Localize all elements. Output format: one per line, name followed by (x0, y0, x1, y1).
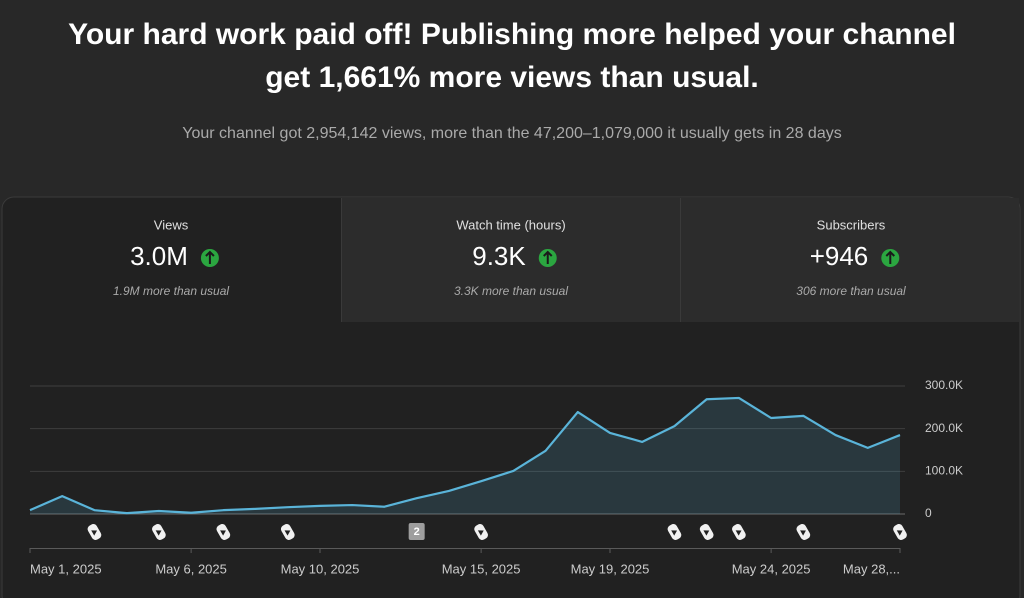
card-value: +946 (810, 241, 869, 271)
chart: 0 100.0K 200.0K 300.0K May 1, 2025 May 6, 202… (29, 378, 963, 576)
shorts-icon (152, 524, 166, 540)
shorts-icon (280, 524, 295, 540)
shorts-play (155, 530, 162, 536)
card-value: 3.0M (130, 241, 188, 271)
x-tick-label: May 6, 2025 (155, 561, 227, 576)
shorts-icon (87, 524, 102, 540)
shorts-play (703, 530, 710, 536)
badge (408, 523, 425, 540)
title: get 1,661% more views than usual. (265, 61, 759, 94)
y-tick-label: 200.0K (925, 421, 963, 435)
y-tick-label: 300.0K (925, 378, 963, 392)
x-tick-label: May 10, 2025 (281, 561, 360, 576)
shorts-icon (893, 524, 907, 540)
card-value: 9.3K (472, 241, 526, 271)
card-label: Views (154, 217, 189, 232)
x-tick-label: May 24, 2025 (732, 561, 811, 576)
card-label: Watch time (hours) (456, 217, 565, 232)
card-label: Subscribers (817, 217, 886, 232)
shorts-play (896, 530, 903, 536)
shorts-icon (667, 524, 682, 540)
up-arrow (885, 250, 895, 264)
up-arrow (205, 250, 215, 264)
shorts-play (735, 530, 742, 536)
card-note: 306 more than usual (796, 284, 906, 298)
shorts-icon (474, 524, 488, 540)
up-arrow (543, 250, 553, 264)
shorts-play (284, 530, 291, 536)
y-tick-label: 100.0K (925, 464, 963, 478)
title: Your hard work paid off! Publishing more… (68, 18, 956, 51)
shorts-play (800, 530, 806, 536)
badge-label: 2 (414, 526, 420, 538)
shorts-play (91, 530, 98, 536)
shorts-play (220, 530, 226, 536)
shorts-icon (699, 524, 714, 540)
shorts-play (671, 530, 678, 536)
x-tick-label: May 19, 2025 (571, 561, 650, 576)
card-note: 1.9M more than usual (113, 284, 229, 298)
x-tick-label: May 15, 2025 (442, 561, 521, 576)
shorts-icon (732, 524, 746, 540)
y-tick-label: 0 (925, 506, 932, 520)
x-tick-label: May 1, 2025 (30, 561, 102, 576)
line (29, 396, 901, 515)
shorts-icon (216, 524, 231, 540)
area (30, 397, 900, 514)
card-note: 3.3K more than usual (454, 284, 568, 298)
subtitle: Your channel got 2,954,142 views, more t… (182, 125, 841, 142)
shorts-play (477, 530, 484, 536)
shorts-icon (796, 524, 811, 540)
x-tick-label: May 28,... (843, 561, 900, 576)
